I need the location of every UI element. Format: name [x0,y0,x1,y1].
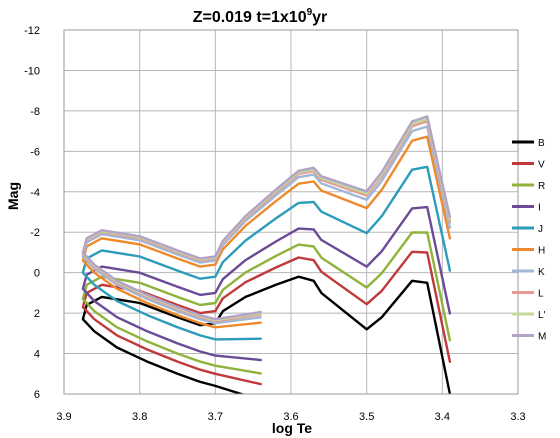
series-line-B [81,275,452,394]
x-tick-label: 3.6 [283,411,298,423]
y-tick-label: -4 [30,187,40,199]
x-tick-label: 3.4 [435,411,450,423]
y-tick-label: -12 [24,25,40,37]
y-axis-ticks: -12 -10 -8 -6 -4 -2 0 2 4 6 [24,25,40,401]
legend-label-B: B [538,138,545,149]
y-axis-title: Mag [5,182,21,210]
series-line-V [81,250,452,386]
x-tick-label: 3.9 [56,411,71,423]
chart-title-main: Z=0.019 t=1x10 [193,9,307,26]
legend-label-J: J [538,224,543,235]
y-tick-label: -6 [30,146,40,158]
legend-label-R: R [538,181,545,192]
series-line-K [81,125,452,325]
legend-label-M: M [538,332,546,343]
y-tick-label: 4 [34,349,40,361]
y-tick-label: -10 [24,65,40,77]
x-axis-title: log Te [272,420,312,436]
series-line-I [81,205,452,362]
y-tick-label: 2 [34,308,40,320]
chart-title-sup: 9 [307,7,313,18]
series-line-J [81,165,452,341]
series-line-H [81,135,452,329]
plot-frame [63,29,519,395]
x-tick-label: 3.7 [208,411,223,423]
chart-title: Z=0.019 t=1x109yr [193,7,328,26]
x-tick-label: 3.8 [132,411,147,423]
legend-label-L': L' [538,310,546,321]
x-tick-label: 3.3 [510,411,525,423]
x-tick-label: 3.5 [359,411,374,423]
series-line-R [81,231,452,375]
y-tick-label: 0 [34,268,40,280]
legend-label-V: V [538,160,545,171]
y-tick-label: -8 [30,106,40,118]
series-line-M [81,115,452,321]
chart-title-suffix: yr [312,9,327,26]
series-lines [81,115,452,394]
plot-series [81,115,452,394]
legend-label-K: K [538,267,545,278]
legend-label-H: H [538,246,545,257]
y-tick-label: 6 [34,389,40,401]
y-tick-label: -2 [30,227,40,239]
legend-label-L: L [538,289,544,300]
legend-label-I: I [538,203,541,214]
x-axis-ticks: 3.9 3.8 3.7 3.6 3.5 3.4 3.3 [56,411,525,423]
